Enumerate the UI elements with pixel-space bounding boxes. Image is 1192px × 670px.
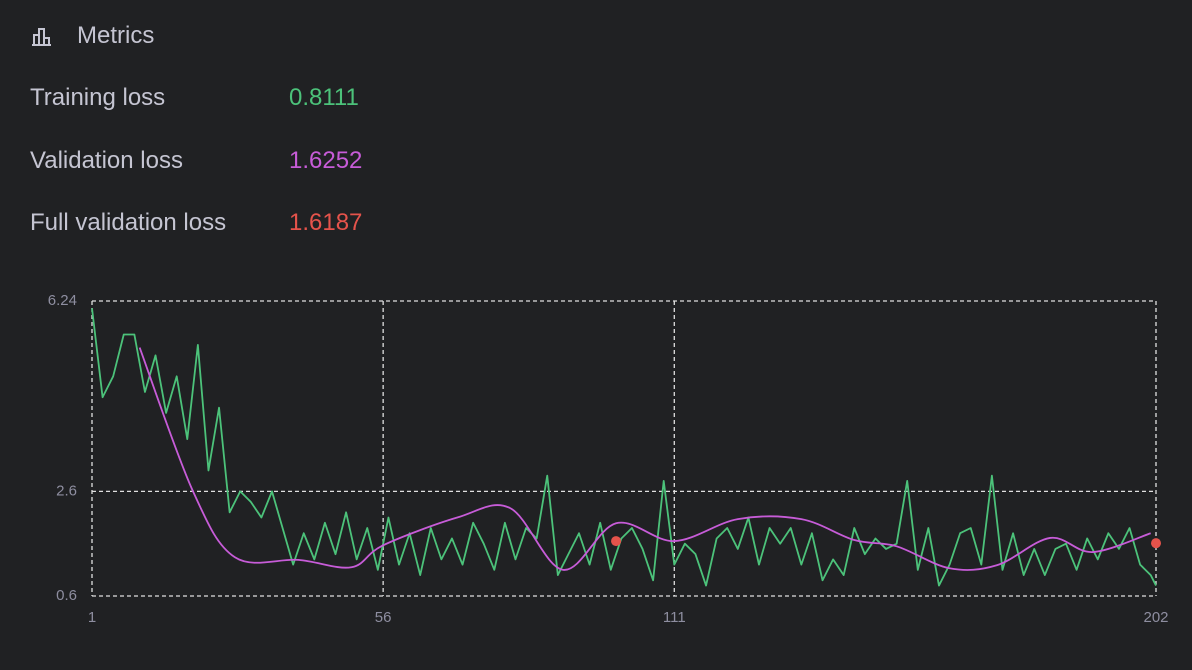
metric-value: 1.6252 [289, 146, 363, 174]
metric-label: Full validation loss [30, 209, 227, 236]
x-tick-label: 56 [375, 609, 392, 626]
x-tick-label: 202 [1143, 609, 1168, 626]
metric-label: Validation loss [30, 146, 183, 174]
point [611, 536, 622, 547]
series-line [91, 308, 1157, 587]
title: Metrics [77, 22, 155, 49]
x-tick-label: 1 [88, 609, 96, 626]
y-tick-label: 2.6 [56, 482, 77, 499]
series-line [138, 347, 1151, 571]
metric-value: 0.8111 [289, 84, 359, 111]
y-tick-label: 0.6 [56, 587, 77, 604]
point [1151, 538, 1161, 549]
metrics-icon [32, 28, 51, 46]
metric-label: Training loss [30, 84, 166, 111]
y-tick-label: 6.24 [48, 292, 77, 309]
metric-value: 1.6187 [289, 209, 363, 236]
x-tick-label: 111 [663, 609, 686, 626]
